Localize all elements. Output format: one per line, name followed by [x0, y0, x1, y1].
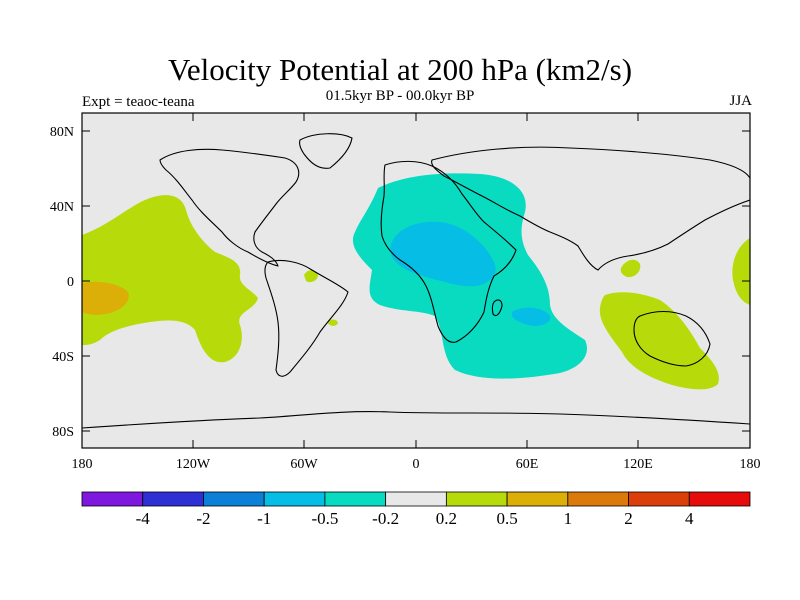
coastline-australia	[633, 310, 711, 367]
lon-label: 120W	[176, 457, 211, 472]
coastline-asia	[431, 146, 750, 271]
season-label: JJA	[729, 93, 752, 109]
colorbar-label: 0.5	[496, 509, 517, 528]
colorbar-label: -2	[196, 509, 210, 528]
pacific-positive-core	[82, 281, 129, 315]
coastline-north-america	[159, 148, 300, 267]
coastlines	[82, 133, 750, 429]
west-pacific-positive-region	[732, 238, 750, 305]
maritime-positive-patch	[620, 259, 641, 278]
axis-ticks	[81, 113, 751, 448]
colorbar-box	[142, 491, 204, 507]
lon-label: 60W	[290, 457, 318, 472]
colorbar-labels: -4 -2 -1 -0.5 -0.2 0.2 0.5 1 2 4	[136, 509, 694, 528]
colorbar-label: -0.2	[372, 509, 399, 528]
coastline-south-america	[264, 259, 349, 377]
lon-label: 180	[72, 457, 93, 472]
plot-subtitle: 01.5kyr BP - 00.0kyr BP	[325, 88, 475, 104]
lat-label: 40S	[52, 350, 74, 365]
colorbar-box	[567, 491, 629, 507]
africa-negative-core	[390, 221, 496, 287]
colorbar-box	[506, 491, 569, 507]
colorbar-label: 2	[624, 509, 633, 528]
lat-label: 40N	[50, 200, 74, 215]
lat-label: 80S	[52, 425, 74, 440]
indian-ocean-negative-core	[511, 307, 551, 326]
coastline-europe-africa	[380, 160, 517, 343]
colorbar-label: 1	[564, 509, 573, 528]
colorbar-box	[688, 491, 751, 507]
latitude-labels: 80N 40N 0 40S 80S	[50, 125, 74, 440]
south-atlantic-positive-patch	[327, 319, 338, 326]
colorbar-box	[445, 491, 508, 507]
colorbar-box	[81, 491, 144, 507]
contour-fields	[82, 173, 750, 390]
pacific-positive-region	[82, 195, 258, 363]
lon-label: 120E	[623, 457, 653, 472]
colorbar-label: -4	[136, 509, 151, 528]
colorbar-label: -1	[257, 509, 271, 528]
colorbar-box	[628, 491, 690, 507]
colorbar-box	[385, 491, 447, 507]
longitude-labels: 180 120W 60W 0 60E 120E 180	[72, 457, 761, 472]
coastline-antarctica	[82, 411, 750, 429]
experiment-label: Expt = teaoc-teana	[82, 94, 195, 110]
coastline-greenland	[299, 133, 353, 169]
colorbar-label: 0.2	[436, 509, 457, 528]
lon-label: 0	[413, 457, 420, 472]
plot-title: Velocity Potential at 200 hPa (km2/s)	[167, 52, 633, 87]
colorbar-box	[324, 491, 387, 507]
lon-label: 180	[740, 457, 761, 472]
colorbar-box	[263, 491, 326, 507]
colorbar	[81, 491, 751, 507]
colorbar-label: 4	[685, 509, 694, 528]
coastline-madagascar	[491, 299, 503, 317]
amazon-positive-patch	[304, 270, 318, 283]
colorbar-box	[203, 491, 265, 507]
lat-label: 80N	[50, 125, 74, 140]
lon-label: 60E	[516, 457, 539, 472]
colorbar-label: -0.5	[311, 509, 338, 528]
lat-label: 0	[67, 275, 74, 290]
